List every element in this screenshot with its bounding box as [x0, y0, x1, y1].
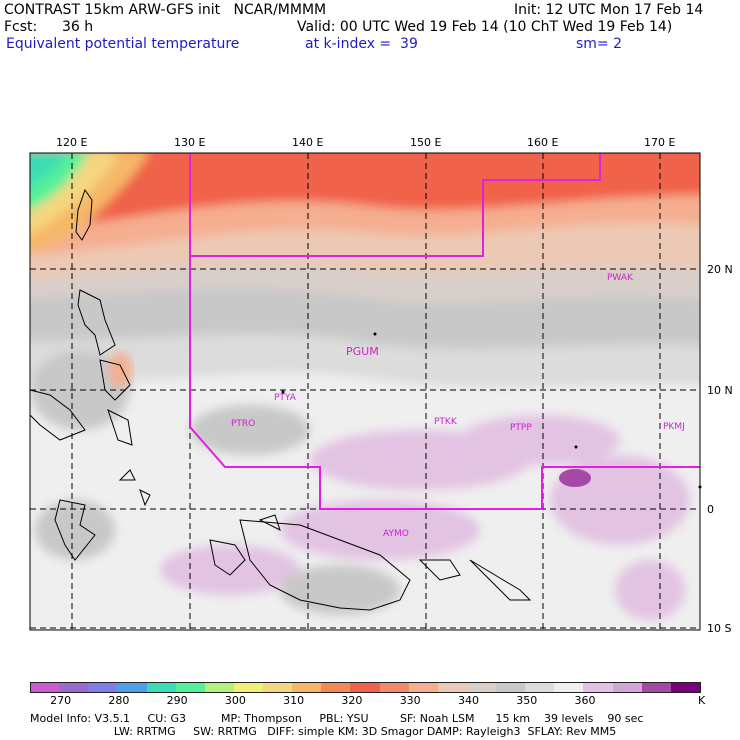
station-pwak: PWAK	[607, 273, 633, 283]
lon-label-170: 170 E	[644, 136, 676, 149]
colorbar-cell	[292, 682, 323, 693]
colorbar-tick-label: 270	[50, 694, 72, 707]
colorbar-cell	[146, 682, 177, 693]
valid-time: Valid: 00 UTC Wed 19 Feb 14 (10 ChT Wed …	[297, 19, 673, 35]
colorbar-cell	[321, 682, 352, 693]
coastlines	[30, 188, 532, 611]
smoothing: sm= 2	[576, 36, 623, 52]
shaded-field	[30, 153, 700, 630]
colorbar-tick-label: 310	[283, 694, 305, 707]
colorbar-cell	[496, 682, 527, 693]
station-markers	[281, 332, 702, 489]
colorbar-tick-label: 300	[224, 694, 246, 707]
init-time: Init: 12 UTC Mon 17 Feb 14	[514, 2, 704, 18]
colorbar-cell	[408, 682, 439, 693]
lat-label-10n: 10 N	[707, 384, 733, 397]
model-info-line1: Model Info: V3.5.1 CU: G3 MP: Thompson P…	[30, 712, 644, 725]
colorbar-unit: K	[698, 694, 706, 707]
station-ptkk: PTKK	[434, 417, 457, 427]
lon-label-140: 140 E	[292, 136, 324, 149]
forecast-label: Fcst:	[4, 19, 38, 35]
colorbar-cell	[670, 682, 701, 693]
colorbar-cell	[466, 682, 498, 693]
station-ptya: PTYA	[274, 393, 296, 403]
station-pkmj: PKMJ	[663, 422, 685, 432]
lat-label-0: 0	[707, 503, 714, 516]
colorbar-tick-label: 320	[341, 694, 363, 707]
colorbar-tick-label: 330	[399, 694, 421, 707]
station-ptro: PTRO	[231, 419, 256, 429]
colorbar-cell	[59, 682, 90, 693]
colorbar-cell	[554, 682, 585, 693]
colorbar-cell	[233, 682, 265, 693]
station-ptpp: PTPP	[510, 423, 532, 433]
forecast-hour: 36 h	[62, 19, 94, 35]
domain-boundary-south	[189, 256, 700, 510]
lat-label-20n: 20 N	[707, 263, 733, 276]
colorbar-cell	[30, 682, 61, 693]
colorbar-cell	[525, 682, 556, 693]
colorbar-cell	[350, 682, 381, 693]
lon-label-160: 160 E	[527, 136, 559, 149]
colorbar-cell	[117, 682, 148, 693]
station-aymo: AYMO	[383, 529, 409, 539]
colorbar-cell	[263, 682, 294, 693]
lat-label-10s: 10 S	[707, 622, 732, 635]
colorbar-cell	[583, 682, 614, 693]
level-index: at k-index = 39	[305, 36, 418, 52]
station-pgum: PGUM	[346, 345, 379, 358]
colorbar-tick-label: 350	[516, 694, 538, 707]
colorbar-cell	[204, 682, 235, 693]
colorbar-tick-label: 340	[457, 694, 479, 707]
colorbar-cell	[437, 682, 468, 693]
colorbar-cell	[379, 682, 410, 693]
colorbar-tick-label: 280	[108, 694, 130, 707]
colorbar-cell	[175, 682, 206, 693]
model-title: CONTRAST 15km ARW-GFS init NCAR/MMMM	[4, 2, 327, 18]
colorbar-tick-label: 360	[574, 694, 596, 707]
colorbar-cell	[612, 682, 643, 693]
lon-label-130: 130 E	[174, 136, 206, 149]
lon-label-150: 150 E	[410, 136, 442, 149]
field-name: Equivalent potential temperature	[6, 36, 240, 52]
model-info-line2: LW: RRTMG SW: RRTMG DIFF: simple KM: 3D …	[30, 725, 617, 738]
map-frame	[29, 152, 701, 631]
colorbar-cell	[641, 682, 672, 693]
colorbar-cell	[88, 682, 119, 693]
colorbar-tick-label: 290	[166, 694, 188, 707]
domain-boundary	[189, 153, 601, 257]
lon-label-120: 120 E	[56, 136, 88, 149]
